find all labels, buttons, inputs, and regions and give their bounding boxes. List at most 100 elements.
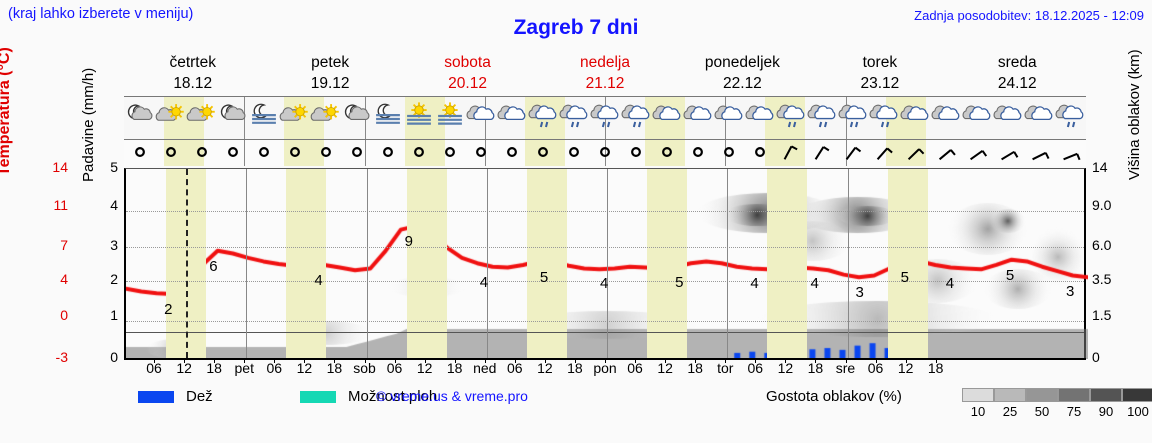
x-axis-tick [905,358,907,363]
x-axis-tick [574,358,576,363]
wind-calm-icon [134,147,145,157]
wind-calm-icon [631,147,641,157]
cloud-icon [960,101,994,135]
x-axis-tick-label: 12 [777,360,794,376]
day-name: nedelja [579,54,630,71]
day-header-strip: četrtek 18.12 petek 19.12 sobota 20.12 nedelja… [124,52,1086,96]
page-title: Zagreb 7 dni [513,16,639,39]
day-name: sreda [997,54,1037,71]
cloud-height-tick: 1.5 [1092,307,1112,324]
x-axis-tick [154,358,156,363]
x-axis-tick-label: 12 [657,360,673,376]
x-axis-tick-label: 06 [627,360,643,376]
wind-calm-icon [413,147,424,157]
wind-barb-icon [783,145,798,160]
precipitation-tick: 4 [110,197,118,213]
cloud-rain-icon [557,101,591,135]
copyright-link[interactable]: © vreme.us & vreme.pro [376,388,528,404]
x-axis-tick [815,358,817,363]
daylight-band [526,169,567,358]
cloud-icon [712,101,746,135]
temperature-tick: 4 [60,271,68,288]
location-hint: (kraj lahko izberete v meniju) [8,6,194,22]
x-axis-tick-label: 06 [747,360,764,376]
x-axis-tick-label: 06 [146,360,162,376]
day-name: torek [862,54,898,71]
daylight-band [166,169,207,358]
x-axis-tick-label: 18 [446,360,463,376]
last-update-text: Zadnja posodobitev: 18.12.2025 - 12:09 [914,8,1144,23]
sun-fog-icon [402,101,436,135]
x-axis-tick [394,358,396,363]
x-axis-tick [274,358,276,363]
wind-calm-icon [444,147,455,157]
day-date: 22.12 [723,75,762,92]
x-axis-tick [635,358,637,363]
wind-barb-icon [970,150,988,161]
x-axis-tick-label: sob [353,360,376,376]
x-axis-tick [334,358,336,363]
day-date: 20.12 [448,75,487,92]
temperature-point-label: 4 [600,275,609,293]
cloud-density-tick: 100 [1127,404,1149,419]
day-date: 18.12 [173,75,213,92]
day-separator [847,169,849,358]
wind-calm-icon [693,147,704,157]
x-axis-tick-label: 18 [927,360,944,376]
showers-swatch [300,391,336,403]
day-header-3: sobota 20.12 [399,52,536,94]
day-separator [364,140,366,166]
cloud-density-swatch [1058,388,1090,402]
cloud-height-tick: 14 [1092,159,1108,175]
temperature-point-label: 9 [404,233,413,251]
x-axis-tick-label: tor [717,360,734,376]
wind-calm-icon [475,147,486,157]
daylight-band [767,169,808,358]
wind-calm-icon [382,147,393,157]
wind-barb-icon [1063,152,1081,161]
daylight-band [286,169,327,358]
x-axis-tick [695,358,697,363]
cloud-density-swatch [962,388,994,402]
daylight-band [885,140,926,166]
wind-calm-icon [537,147,548,157]
wind-barb-icon [846,146,862,160]
cloud-rain-icon [805,101,839,135]
x-axis-tick-label: sre [835,360,856,376]
cloud-height-tick: 3.5 [1092,271,1112,288]
day-header-2: petek 19.12 [261,52,398,94]
x-axis-tick [875,358,877,363]
wind-calm-icon [289,147,300,157]
x-axis-tick-label: 12 [176,360,192,376]
day-header-6: torek 23.12 [811,52,948,94]
cloud-sun-icon [309,101,343,135]
x-axis-tick [184,358,186,363]
cloud-rain-icon [774,101,808,135]
precipitation-tick: 2 [110,271,118,288]
temperature-point-label: 5 [539,269,549,287]
temperature-tick: 14 [52,159,68,175]
wind-calm-icon [227,147,238,157]
day-name: ponedeljek [704,54,780,71]
wind-calm-icon [165,147,176,157]
day-date: 23.12 [860,75,900,92]
temperature-point-label: 4 [945,274,955,292]
gridline [126,281,1084,283]
temperature-point-label: 4 [810,275,819,293]
temperature-point-label: 5 [900,269,909,287]
showers-legend-label: Možnost ploh [348,388,438,405]
wind-barb-icon [1001,150,1019,161]
cloud-density-tick: 10 [970,404,986,419]
cloud-density-tick: 50 [1034,404,1050,419]
day-separator [486,169,488,358]
rain-swatch [138,391,174,403]
meteogram-plot [124,168,1088,360]
cloud-rain-icon [836,101,870,135]
day-date: 19.12 [310,75,350,92]
precipitation-tick: 1 [110,307,118,324]
day-header-4: nedelja 21.12 [536,52,673,94]
x-axis-tick [484,358,486,363]
temperature-point-label: 4 [479,273,489,291]
x-axis-tick [605,358,606,363]
temperature-tick: 7 [60,236,68,253]
